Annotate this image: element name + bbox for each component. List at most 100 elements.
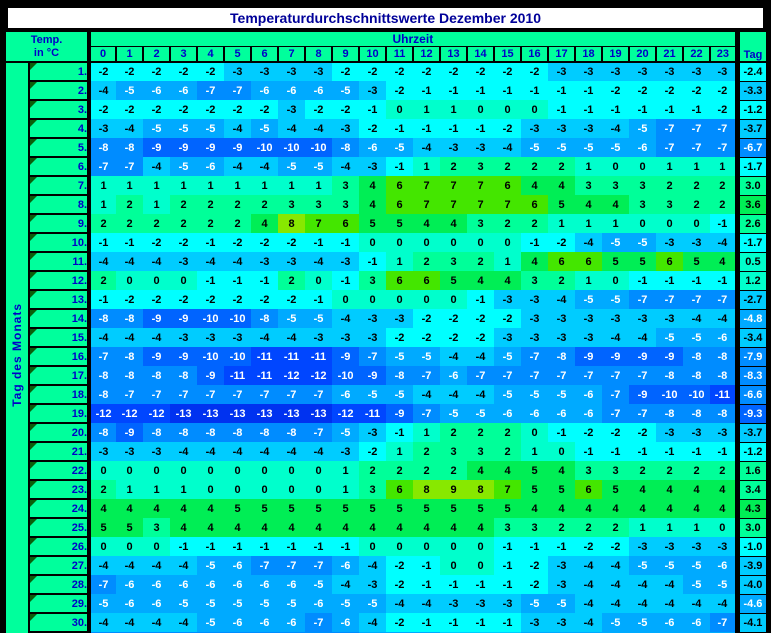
temp-cell: -3 xyxy=(278,100,306,119)
temp-cell: -7 xyxy=(305,423,333,442)
temp-cell: 6 xyxy=(521,195,549,214)
row-label-day: 25. xyxy=(29,518,92,538)
temp-cell: -6 xyxy=(332,613,360,632)
temp-cell: -2 xyxy=(251,290,279,309)
temp-cell: -3 xyxy=(305,62,333,81)
temp-cell: -5 xyxy=(629,556,657,575)
temp-cell: -3 xyxy=(656,62,684,81)
temp-cell: 5 xyxy=(278,499,306,518)
temp-cell: 0 xyxy=(359,537,387,556)
temp-cell: -3 xyxy=(332,119,360,138)
temp-cell: -5 xyxy=(332,81,360,100)
temp-cell: -4 xyxy=(710,233,738,252)
day-average-cell: -9.3 xyxy=(734,404,767,424)
temp-cell: -5 xyxy=(359,385,387,404)
temp-cell: -1 xyxy=(386,157,414,176)
temp-cell: 2 xyxy=(440,461,468,480)
temp-cell: 4 xyxy=(548,461,576,480)
temp-cell: -1 xyxy=(440,119,468,138)
temp-cell: 1 xyxy=(332,461,360,480)
temp-cell: -6 xyxy=(170,81,198,100)
temp-cell: 1 xyxy=(683,157,711,176)
temp-cell: -6 xyxy=(143,594,171,613)
temp-cell: -7 xyxy=(494,366,522,385)
temp-cell: 6 xyxy=(575,480,603,499)
temp-cell: 6 xyxy=(575,252,603,271)
temp-cell: -5 xyxy=(602,233,630,252)
temp-cell: -8 xyxy=(116,309,144,328)
temp-cell: 5 xyxy=(521,461,549,480)
temp-cell: 4 xyxy=(332,518,360,537)
temp-cell: 4 xyxy=(548,499,576,518)
temp-cell: -4 xyxy=(224,119,252,138)
temp-cell: -3 xyxy=(548,575,576,594)
temp-cell: -2 xyxy=(467,309,495,328)
temp-cell: 1 xyxy=(278,176,306,195)
temp-cell: -10 xyxy=(197,309,225,328)
day-average-cell: -4.6 xyxy=(734,594,767,614)
hour-header: 13 xyxy=(439,46,468,63)
temp-cell: 7 xyxy=(413,195,441,214)
temp-cell: -5 xyxy=(170,119,198,138)
day-average-cell: -1.0 xyxy=(734,537,767,557)
temp-cell: -5 xyxy=(116,81,144,100)
temp-cell: -4 xyxy=(656,575,684,594)
temp-cell: -3 xyxy=(494,328,522,347)
row-label-day: 2. xyxy=(29,81,92,101)
table-row: 15. -4 -4 -4 -3 -3 -3 -4 -4 -3 -3 -3 -2 -2 -2 -2 -3 -3 -3-… xyxy=(6,328,767,348)
temp-cell: -3 xyxy=(521,328,549,347)
temp-cell: -4 xyxy=(629,594,657,613)
temp-cell: -7 xyxy=(305,556,333,575)
temp-cell: -10 xyxy=(224,347,252,366)
temp-cell: 3 xyxy=(332,176,360,195)
temp-cell: 6 xyxy=(548,252,576,271)
temp-cell: -2 xyxy=(629,81,657,100)
temp-cell: -9 xyxy=(332,347,360,366)
temp-cell: -1 xyxy=(413,81,441,100)
temp-cell: -7 xyxy=(548,366,576,385)
temp-cell: -5 xyxy=(386,138,414,157)
row-label-day: 13. xyxy=(29,290,92,310)
temp-cell: -2 xyxy=(170,100,198,119)
temp-cell: -4 xyxy=(413,594,441,613)
temp-cell: -3 xyxy=(278,252,306,271)
hour-header: 10 xyxy=(358,46,387,63)
temp-cell: 4 xyxy=(521,176,549,195)
temp-cell: -4 xyxy=(413,138,441,157)
temp-cell: -2 xyxy=(548,233,576,252)
temp-cell: 2 xyxy=(116,195,144,214)
table-row: 25. 5 5 3 4 4 4 4 4 4 4 4 4 4 4 4 3 3 2 2 2 1 1 1 0 3.0 xyxy=(6,518,767,538)
temp-cell: -2 xyxy=(494,119,522,138)
temp-cell: 0 xyxy=(656,214,684,233)
temp-cell: 1 xyxy=(170,176,198,195)
row-label-day: 28. xyxy=(29,575,92,595)
temp-cell: 4 xyxy=(467,271,495,290)
temp-cell: 3 xyxy=(521,518,549,537)
temp-cell: -3 xyxy=(710,537,738,556)
temp-cell: 0 xyxy=(116,271,144,290)
row-label-day: 27. xyxy=(29,556,92,576)
temp-cell: 4 xyxy=(521,252,549,271)
temp-cell: -5 xyxy=(251,594,279,613)
temp-cell: 3 xyxy=(629,195,657,214)
temp-cell: -7 xyxy=(89,575,117,594)
temp-cell: 0 xyxy=(467,100,495,119)
temp-cell: 2 xyxy=(359,461,387,480)
temp-cell: -5 xyxy=(278,594,306,613)
temp-cell: -2 xyxy=(170,290,198,309)
temp-cell: -4 xyxy=(575,594,603,613)
table-row: 23. 2 1 1 1 0 0 0 0 0 1 3 6 8 9 8 7 5 5 6 5 4 4 4 4 3.4 xyxy=(6,480,767,500)
temp-cell: 1 xyxy=(332,480,360,499)
temp-cell: 3 xyxy=(359,271,387,290)
table-row: 6. -7 -7 -4 -5 -6 -4 -4 -5 -5 -4 -3 -1 1 2 3 2 2 2 1 0 0 1 1 1 -1… xyxy=(6,157,767,177)
temp-cell: -13 xyxy=(197,404,225,423)
day-average-cell: 4.3 xyxy=(734,499,767,519)
temp-cell: -4 xyxy=(440,347,468,366)
temp-cell: 4 xyxy=(278,518,306,537)
temp-cell: 7 xyxy=(440,176,468,195)
temp-cell: 5 xyxy=(89,518,117,537)
temp-cell: -2 xyxy=(143,290,171,309)
temp-cell: 2 xyxy=(170,214,198,233)
temp-cell: -2 xyxy=(602,423,630,442)
temp-cell: 1 xyxy=(89,176,117,195)
